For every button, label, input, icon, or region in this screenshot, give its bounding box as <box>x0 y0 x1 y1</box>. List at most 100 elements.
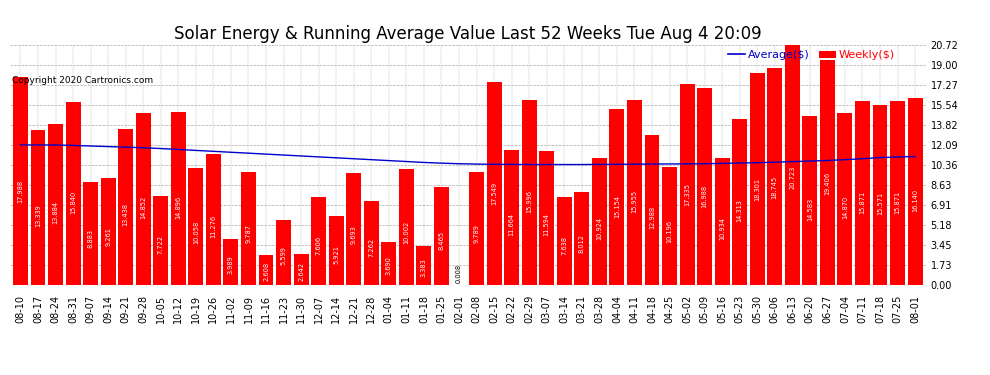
Bar <box>49 124 63 285</box>
Text: 20.723: 20.723 <box>789 165 795 189</box>
Text: 10.002: 10.002 <box>403 221 410 245</box>
Text: 8.012: 8.012 <box>579 234 585 253</box>
Bar <box>13 76 28 285</box>
Text: 15.871: 15.871 <box>859 191 865 214</box>
Bar <box>644 135 659 285</box>
Bar <box>487 82 502 285</box>
Text: 14.583: 14.583 <box>807 197 813 220</box>
Bar <box>224 239 239 285</box>
Text: 16.988: 16.988 <box>702 185 708 208</box>
Bar <box>838 113 852 285</box>
Text: 9.261: 9.261 <box>105 227 111 246</box>
Text: 14.852: 14.852 <box>141 196 147 219</box>
Bar <box>294 254 309 285</box>
Text: 17.988: 17.988 <box>18 180 24 203</box>
Bar <box>627 100 642 285</box>
Bar <box>592 159 607 285</box>
Text: Copyright 2020 Cartronics.com: Copyright 2020 Cartronics.com <box>12 76 152 85</box>
Bar <box>399 169 414 285</box>
Text: 7.262: 7.262 <box>368 238 374 257</box>
Bar <box>522 100 537 285</box>
Text: 16.140: 16.140 <box>912 189 918 212</box>
Text: 8.465: 8.465 <box>439 231 445 251</box>
Text: 5.921: 5.921 <box>334 245 340 264</box>
Text: 11.664: 11.664 <box>509 213 515 236</box>
Text: 8.883: 8.883 <box>87 229 94 248</box>
Bar <box>83 182 98 285</box>
Text: 9.787: 9.787 <box>246 225 251 243</box>
Title: Solar Energy & Running Average Value Last 52 Weeks Tue Aug 4 20:09: Solar Energy & Running Average Value Las… <box>174 26 761 44</box>
Bar <box>733 119 747 285</box>
Text: 7.638: 7.638 <box>561 236 567 255</box>
Text: 12.988: 12.988 <box>649 206 655 229</box>
Bar <box>346 173 361 285</box>
Bar <box>715 158 730 285</box>
Text: 15.871: 15.871 <box>895 191 901 214</box>
Bar <box>206 154 221 285</box>
Bar <box>855 101 870 285</box>
Bar <box>434 187 448 285</box>
Bar <box>258 255 273 285</box>
Text: 3.690: 3.690 <box>386 256 392 275</box>
Text: 15.996: 15.996 <box>526 190 533 213</box>
Text: 5.599: 5.599 <box>280 246 286 265</box>
Bar <box>556 196 571 285</box>
Bar <box>469 172 484 285</box>
Text: 15.154: 15.154 <box>614 195 620 217</box>
Text: 15.840: 15.840 <box>70 191 76 214</box>
Bar <box>662 167 677 285</box>
Text: 11.594: 11.594 <box>544 213 549 236</box>
Bar <box>101 178 116 285</box>
Bar <box>276 220 291 285</box>
Bar <box>820 60 835 285</box>
Bar <box>767 68 782 285</box>
Text: 13.438: 13.438 <box>123 204 129 226</box>
Bar <box>574 192 589 285</box>
Text: 9.693: 9.693 <box>350 225 356 244</box>
Bar <box>417 246 432 285</box>
Bar <box>679 84 695 285</box>
Text: 10.196: 10.196 <box>666 220 672 243</box>
Text: 3.383: 3.383 <box>421 258 427 277</box>
Text: 10.934: 10.934 <box>719 216 725 240</box>
Bar <box>803 116 818 285</box>
Bar <box>31 130 46 285</box>
Legend: Average($), Weekly($): Average($), Weekly($) <box>726 48 897 63</box>
Bar <box>908 98 923 285</box>
Bar <box>153 195 168 285</box>
Bar <box>118 129 133 285</box>
Text: 13.339: 13.339 <box>35 204 41 227</box>
Text: 2.642: 2.642 <box>298 262 304 281</box>
Bar <box>785 45 800 285</box>
Text: 7.722: 7.722 <box>157 235 163 254</box>
Bar <box>504 150 519 285</box>
Bar <box>610 110 625 285</box>
Text: 11.276: 11.276 <box>211 214 217 238</box>
Text: 18.745: 18.745 <box>772 176 778 199</box>
Bar <box>890 101 905 285</box>
Bar <box>749 73 764 285</box>
Text: 19.406: 19.406 <box>825 172 831 195</box>
Text: 10.924: 10.924 <box>596 216 602 240</box>
Bar <box>65 102 80 285</box>
Text: 13.884: 13.884 <box>52 201 58 224</box>
Text: 10.058: 10.058 <box>193 221 199 244</box>
Bar <box>872 105 887 285</box>
Bar <box>171 112 186 285</box>
Bar <box>329 216 344 285</box>
Text: 15.571: 15.571 <box>877 192 883 215</box>
Bar <box>188 168 203 285</box>
Text: 14.313: 14.313 <box>737 199 742 222</box>
Text: 2.608: 2.608 <box>263 262 269 281</box>
Text: 18.301: 18.301 <box>754 178 760 201</box>
Text: 15.955: 15.955 <box>632 190 638 213</box>
Text: 7.606: 7.606 <box>316 236 322 255</box>
Text: 14.870: 14.870 <box>842 196 848 219</box>
Bar <box>697 88 712 285</box>
Text: 14.896: 14.896 <box>175 196 181 219</box>
Bar <box>381 242 396 285</box>
Bar <box>136 113 150 285</box>
Bar <box>311 197 326 285</box>
Text: 17.335: 17.335 <box>684 183 690 206</box>
Bar <box>241 172 256 285</box>
